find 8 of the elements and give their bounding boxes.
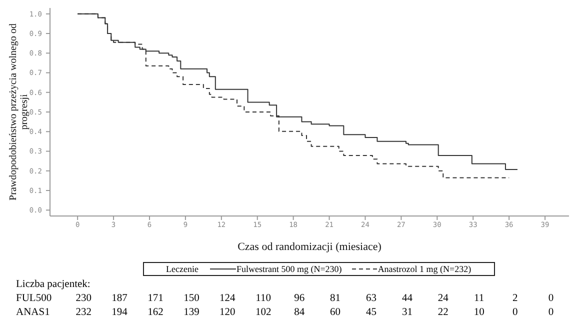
legend-label: Fulwestrant 500 mg (N=230) bbox=[236, 264, 342, 274]
x-axis-title: Czas od randomizacji (miesiace) bbox=[238, 241, 382, 253]
legend-title: Leczenie bbox=[166, 264, 198, 274]
legend-label: Anastrozol 1 mg (N=232) bbox=[378, 264, 472, 274]
text: Liczba pacjentek: bbox=[16, 279, 90, 291]
y-axis-title: Prawdopodobieństwo przeżycia wolnego od progresji bbox=[8, 24, 30, 200]
text: ANAS1 232 194 162 139 120 102 84 60 45 31 22 10 0 0 bbox=[16, 307, 554, 318]
text: FUL500 230 187 171 150 124 110 96 81 63 44 24 11 2 0 bbox=[16, 293, 554, 304]
